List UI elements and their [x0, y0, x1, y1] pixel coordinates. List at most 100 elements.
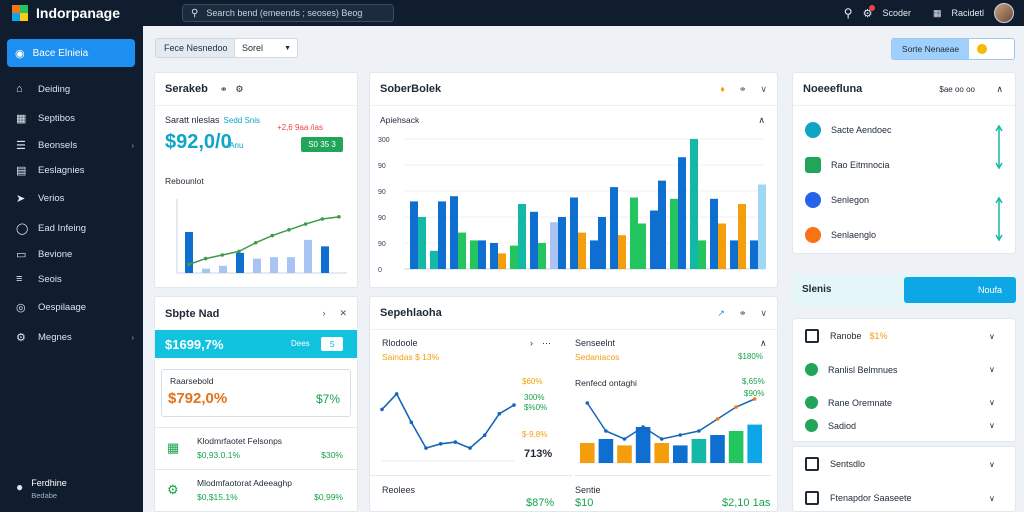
trend-point	[187, 262, 191, 267]
list-item[interactable]: Ranobe $1% ∨	[805, 329, 1005, 343]
bar	[670, 198, 678, 269]
sidebar-item[interactable]: ☰ Beonsels ›	[16, 139, 134, 152]
user-menu-icon[interactable]: ▦	[932, 7, 942, 18]
series-point	[512, 403, 516, 407]
series-point	[380, 407, 384, 412]
user-label[interactable]: Racidetl	[951, 8, 984, 18]
chevron-down-icon: ▼	[284, 44, 291, 52]
chevron-down-icon[interactable]: ∨	[989, 331, 995, 341]
chevron-down-icon[interactable]: ∨	[760, 307, 767, 318]
chevron-down-icon[interactable]: ∨	[989, 421, 995, 430]
series-point	[409, 420, 414, 425]
bar	[580, 443, 595, 463]
list-item[interactable]: Sentsdlo ∨	[805, 457, 1005, 471]
left-value: Saindas $ 13%	[382, 352, 440, 362]
sidebar-item[interactable]: ▭ Bevione	[16, 248, 73, 261]
status-dot-icon	[805, 192, 821, 208]
sidebar-item[interactable]: ⌂ Deiding	[16, 83, 71, 95]
bar	[530, 211, 538, 269]
search-icon[interactable]: ⚲	[843, 6, 853, 20]
bar	[590, 240, 598, 269]
settings-icon[interactable]: ⚙	[235, 83, 244, 94]
series-point	[622, 437, 627, 441]
chevron-down-icon[interactable]: ∨	[989, 459, 995, 469]
highlight-bar: $1699,7% Dees S	[155, 330, 357, 358]
overview-item[interactable]: Senlaenglo	[805, 227, 876, 243]
bar	[236, 252, 244, 273]
bar	[470, 240, 478, 269]
trend-point	[270, 233, 275, 238]
grid-icon: ▦	[16, 112, 27, 125]
kpi-tag: Sedd Snis	[223, 116, 260, 125]
sidebar-item-active[interactable]: ◉ Bace Elnieia	[7, 39, 135, 67]
bar	[654, 443, 669, 463]
right-subtitle: Renfecd ontaghi	[575, 378, 637, 388]
filter-select[interactable]: Sorel ▼	[234, 38, 298, 58]
chevron-right-icon[interactable]: ›	[322, 308, 326, 318]
chevron-up-icon[interactable]: ∧	[758, 115, 765, 125]
chevron-down-icon[interactable]: ∨	[989, 398, 995, 407]
overview-item[interactable]: Rao Eitmnocia	[805, 157, 890, 173]
overview-item[interactable]: Senlegon	[805, 192, 869, 208]
trend-point	[237, 249, 241, 254]
sidebar-item[interactable]: ⚙ Megnes ›	[16, 331, 134, 344]
summary-row[interactable]: ▦ Klodmrfaotet Felsonps $0,93.0.1% $30%	[155, 427, 357, 465]
trend-icon[interactable]: ↗	[717, 307, 725, 318]
sidebar-item[interactable]: ◎ Oespilaage	[16, 301, 87, 314]
revenue-card: Serakeb ⚭ ⚙ Saratt nleslas Sedd Snis $92,…	[154, 72, 358, 288]
settings-icon[interactable]: ⚭	[738, 83, 747, 94]
summary-row[interactable]: ⚙ Mlodmfaotorat Adeeaghp $0,$15.1% $0,99…	[155, 469, 357, 507]
bar	[304, 239, 312, 273]
bar	[758, 184, 766, 269]
chevron-right-icon: ›	[131, 332, 134, 342]
sidebar-user[interactable]: ● Ferdhine Bedabe	[16, 478, 67, 500]
kpi-button[interactable]: S0 35 3	[301, 137, 343, 152]
scroll-indicator-icon	[995, 124, 1003, 242]
bar	[635, 427, 651, 463]
sidebar-item[interactable]: ➤ Verios	[16, 192, 65, 205]
sidebar: ◉ Bace Elnieia ⌂ Deiding ▦ Septibos ☰ Beonsel…	[0, 26, 143, 512]
stack-icon: ≡	[16, 273, 23, 285]
notifications-label[interactable]: Scoder	[882, 8, 911, 18]
chevron-up-icon[interactable]: ∧	[996, 83, 1003, 94]
status-banner: Slenis Noufa	[792, 274, 1016, 306]
list-item[interactable]: Rane Oremnate ∨	[805, 396, 1005, 409]
avatar[interactable]	[994, 3, 1014, 23]
chevron-up-icon[interactable]: ∧	[760, 338, 767, 348]
chevron-down-icon[interactable]: ∨	[760, 83, 767, 94]
highlight-label: Dees	[291, 339, 310, 348]
bar	[321, 246, 329, 273]
overview-item[interactable]: Sacte Aendoec	[805, 122, 892, 138]
bar	[730, 240, 738, 269]
list-item[interactable]: Ftenapdor Saaseete ∨	[805, 491, 1005, 505]
notification-bell-icon[interactable]: ⚙	[863, 4, 876, 20]
more-icon[interactable]: ⋯	[542, 338, 551, 348]
right-bottom-value: $2,10 1as	[722, 497, 771, 509]
card-title: SoberBolek	[380, 83, 442, 95]
chevron-right-icon[interactable]: ›	[530, 338, 533, 348]
search-input[interactable]: ⚲ Search bend (emeends ; seoses) Beog	[182, 4, 394, 22]
theme-toggle[interactable]	[969, 39, 1014, 59]
toolbar-right-button[interactable]: Sorte Nenaeae	[892, 39, 969, 59]
sidebar-item[interactable]: ≡ Seois	[16, 273, 62, 285]
settings-icon[interactable]: ⚭	[738, 307, 747, 318]
list-item[interactable]: Ranlisl Belmnues ∨	[805, 363, 1005, 376]
refresh-icon[interactable]: ⚭	[219, 83, 228, 94]
sidebar-item[interactable]: ◯ Ead Infeing	[16, 222, 87, 235]
trend-point	[253, 240, 258, 245]
chevron-down-icon[interactable]: ∨	[989, 365, 995, 374]
banner-button[interactable]: Noufa	[904, 277, 1016, 303]
close-icon[interactable]: ✕	[339, 308, 347, 318]
toolbar-toggle-group[interactable]: Sorte Nenaeae	[891, 38, 1015, 60]
sidebar-item[interactable]: ▤ Eeslagnies	[16, 164, 85, 177]
sidebar-item[interactable]: ▦ Septibos	[16, 112, 75, 125]
bookmark-icon[interactable]: ♦	[720, 83, 725, 94]
highlight-button[interactable]: S	[321, 337, 343, 351]
bar	[630, 197, 638, 269]
bar	[618, 235, 626, 269]
series-point	[734, 405, 738, 409]
chevron-down-icon[interactable]: ∨	[989, 493, 995, 503]
box-label: Raarsebold	[170, 376, 214, 386]
list-item[interactable]: Sadiod ∨	[805, 419, 1005, 432]
series-point	[482, 433, 487, 437]
